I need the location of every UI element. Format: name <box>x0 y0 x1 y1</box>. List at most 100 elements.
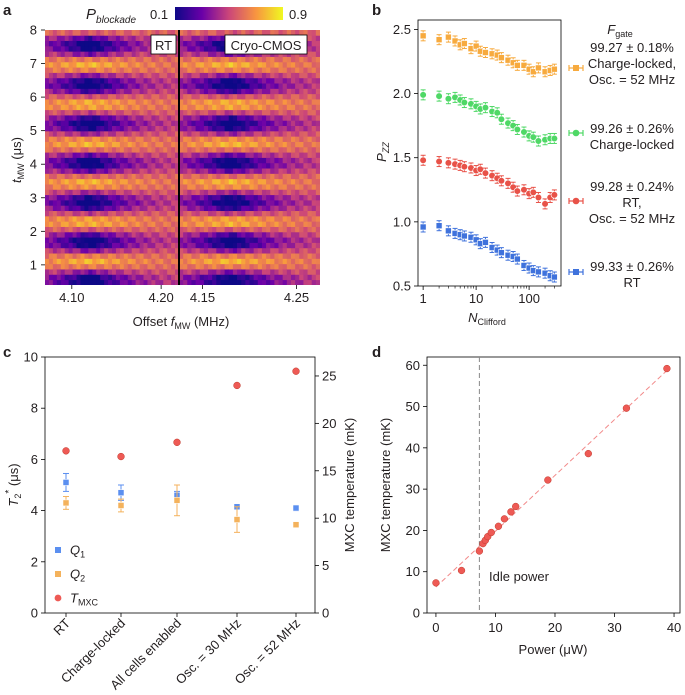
heatmap-cell <box>203 210 209 217</box>
heatmap-cell <box>249 115 255 121</box>
heatmap-cell <box>191 93 196 100</box>
heatmap-cell <box>155 56 160 63</box>
data-point <box>497 115 505 123</box>
panel-b-legend: 99.27 ± 0.18%Charge-locked,Osc. = 52 MHz… <box>568 40 676 290</box>
heatmap-cell <box>249 189 255 196</box>
heatmap-cell <box>241 247 246 254</box>
heatmap-cell <box>232 200 238 206</box>
series-Q1 <box>62 472 300 512</box>
heatmap-cell <box>84 263 89 270</box>
heatmap-cell <box>171 115 176 121</box>
heatmap-cell <box>100 35 105 42</box>
heatmap-cell <box>68 258 73 265</box>
heatmap-cell <box>163 178 168 185</box>
heatmap-cell <box>274 72 279 79</box>
heatmap-cell <box>139 56 144 63</box>
heatmap-cell <box>299 125 304 132</box>
heatmap-cell <box>147 184 152 190</box>
heatmap-cell <box>187 253 192 259</box>
heatmap-cell <box>127 130 133 137</box>
heatmap-cell <box>123 173 129 180</box>
heatmap-cell <box>224 141 230 148</box>
heatmap-cell <box>171 242 176 249</box>
heatmap-cell <box>139 162 144 169</box>
heatmap-cell <box>203 274 209 281</box>
heatmap-cell <box>212 152 217 158</box>
heatmap-cell <box>199 83 205 89</box>
heatmap-cell <box>278 242 284 249</box>
heatmap-cell <box>303 61 308 68</box>
heatmap-cell <box>203 162 209 169</box>
heatmap-cell <box>135 263 140 270</box>
heatmap-cell <box>76 258 81 265</box>
heatmap-cell <box>199 157 205 164</box>
heatmap-cell <box>315 173 320 180</box>
heatmap-cell <box>216 231 221 238</box>
heatmap-cell <box>245 109 250 116</box>
heatmap-cell <box>171 184 176 190</box>
heatmap-cell <box>203 146 209 153</box>
heatmap-cell <box>171 215 176 222</box>
heatmap-cell <box>199 205 205 212</box>
heatmap-cell <box>175 189 180 196</box>
rt-tag-box <box>150 34 177 55</box>
heatmap-cell <box>175 40 180 47</box>
heatmap-cell <box>104 88 109 95</box>
heatmap-cell <box>228 83 234 89</box>
heatmap-cell <box>155 67 160 73</box>
heatmap-cell <box>76 115 81 121</box>
heatmap-cell <box>56 35 62 42</box>
heatmap-cell <box>203 115 209 121</box>
heatmap-cell <box>80 189 85 196</box>
data-point <box>534 137 543 145</box>
heatmap-cell <box>88 231 93 238</box>
heatmap-cell <box>108 99 113 105</box>
heatmap-cell <box>290 88 296 95</box>
heatmap-cell <box>237 253 242 259</box>
heatmap-cell <box>163 200 168 206</box>
heatmap-cell <box>155 61 160 68</box>
heatmap-cell <box>127 77 133 84</box>
heatmap-cell <box>311 88 317 95</box>
heatmap-cell <box>112 269 117 275</box>
heatmap-cell <box>45 200 50 206</box>
heatmap-cell <box>228 178 234 185</box>
heatmap-cell <box>115 200 121 206</box>
heatmap-cell <box>84 125 89 132</box>
heatmap-cell <box>96 157 101 164</box>
heatmap-cell <box>237 162 242 169</box>
heatmap-cell <box>123 109 129 116</box>
heatmap-cell <box>199 162 205 169</box>
heatmap-cell <box>171 104 176 111</box>
heatmap-cell <box>179 253 184 259</box>
heatmap-cell <box>155 178 160 185</box>
heatmap-cell <box>270 258 275 265</box>
heatmap-cell <box>183 125 188 132</box>
heatmap-cell <box>96 247 101 254</box>
heatmap-cell <box>175 88 180 95</box>
heatmap-cell <box>266 215 271 222</box>
heatmap-cell <box>115 263 121 270</box>
heatmap-cell <box>45 152 50 158</box>
heatmap-cell <box>115 40 121 47</box>
heatmap-cell <box>286 253 292 259</box>
heatmap-cell <box>253 120 259 127</box>
heatmap-cell <box>299 221 304 227</box>
heatmap-cell <box>88 242 93 249</box>
heatmap-cell <box>171 88 176 95</box>
heatmap-cell <box>282 162 288 169</box>
heatmap-cell <box>72 61 77 68</box>
heatmap-cell <box>216 61 221 68</box>
heatmap-cell <box>199 221 205 227</box>
heatmap-cell <box>104 56 109 63</box>
heatmap-cell <box>72 242 77 249</box>
heatmap-cell <box>274 77 279 84</box>
heatmap-cell <box>175 215 180 222</box>
heatmap-cell <box>127 231 133 238</box>
heatmap-cell <box>108 226 113 233</box>
heatmap-cell <box>100 104 105 111</box>
heatmap-cell <box>224 263 230 270</box>
heatmap-cell <box>108 247 113 254</box>
heatmap-cell <box>104 184 109 190</box>
heatmap-cell <box>195 136 201 142</box>
